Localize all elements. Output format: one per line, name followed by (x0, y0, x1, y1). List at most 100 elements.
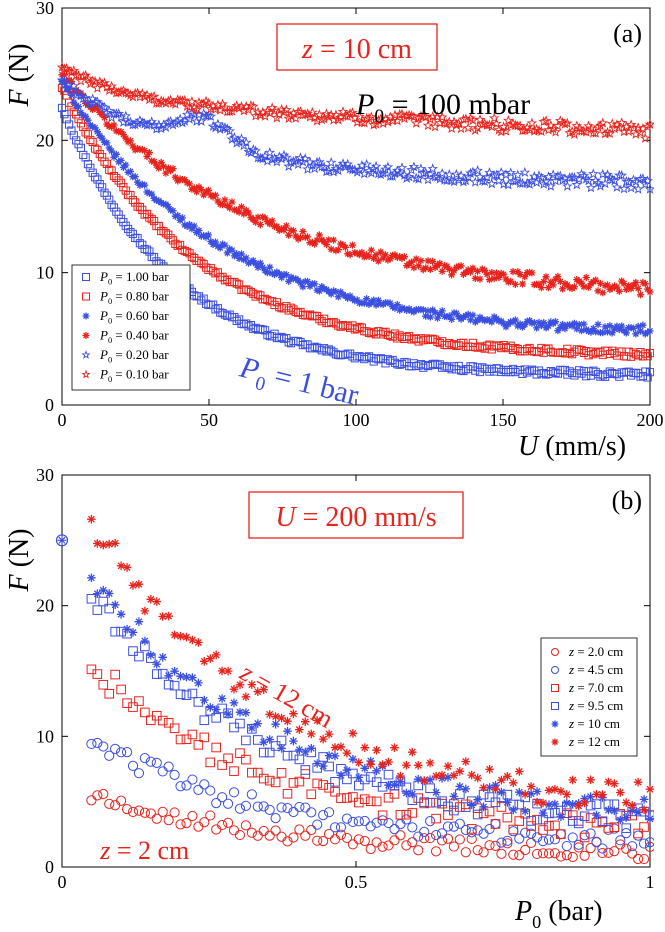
data-point (163, 814, 174, 826)
data-point (288, 806, 299, 818)
data-point (518, 347, 527, 356)
data-point (197, 185, 205, 194)
data-point (112, 127, 120, 135)
data-point (263, 269, 271, 277)
data-point (242, 319, 251, 328)
data-point (540, 319, 548, 327)
series-a-4 (56, 74, 654, 194)
data-point (199, 715, 210, 726)
data-point (324, 807, 335, 818)
data-point (296, 279, 305, 287)
data-point (491, 784, 500, 794)
data-point (615, 325, 623, 334)
data-point (543, 848, 555, 859)
legend-entry: z = 2.0 cm (568, 644, 623, 659)
data-point (93, 128, 101, 136)
data-point (141, 89, 153, 100)
data-point (151, 710, 162, 721)
data-point (110, 669, 120, 680)
data-point (621, 813, 631, 822)
data-point (107, 166, 116, 175)
data-point (300, 765, 311, 775)
data-point (396, 108, 408, 119)
data-point (472, 845, 483, 856)
data-point (641, 280, 649, 288)
data-point (147, 252, 156, 262)
data-point (229, 131, 240, 143)
data-point (413, 173, 424, 184)
data-point (348, 352, 357, 361)
data-point (317, 317, 326, 326)
data-point (256, 221, 264, 229)
data-point (637, 327, 645, 335)
data-point (390, 780, 399, 790)
data-point (264, 147, 276, 158)
data-point (390, 743, 399, 752)
data-point (312, 835, 323, 846)
data-point (526, 789, 536, 798)
data-point (64, 120, 74, 129)
data-point (140, 636, 150, 646)
data-point (143, 188, 151, 196)
data-point (324, 751, 334, 760)
data-point (255, 109, 266, 120)
data-point (109, 171, 119, 181)
legend-marker (82, 332, 90, 339)
data-point (90, 144, 100, 153)
data-point (276, 768, 287, 778)
data-point (171, 173, 179, 181)
data-point (120, 110, 131, 121)
data-point (492, 269, 501, 277)
data-point (372, 745, 381, 755)
data-point (354, 111, 365, 122)
data-point (128, 581, 138, 590)
data-point (544, 800, 554, 809)
data-point (606, 322, 614, 330)
data-point (235, 208, 243, 216)
data-point (170, 666, 179, 676)
data-point (569, 172, 580, 183)
series-a-2 (58, 77, 654, 338)
data-point (531, 832, 543, 843)
data-point (410, 264, 418, 272)
data-point (515, 767, 524, 776)
data-point (264, 775, 275, 786)
data-point (295, 152, 306, 163)
data-point (266, 220, 274, 228)
data-point (383, 769, 394, 780)
data-point (309, 163, 321, 174)
data-point (122, 161, 130, 169)
data-point (572, 369, 581, 378)
data-point (544, 821, 554, 831)
data-point (393, 253, 401, 261)
data-point (86, 163, 95, 172)
legend-marker (82, 292, 90, 301)
data-point (615, 839, 626, 850)
data-point (145, 247, 154, 256)
data-point (641, 367, 650, 376)
data-point (604, 128, 616, 139)
data-point (603, 328, 612, 336)
data-point (422, 264, 430, 272)
data-point (589, 324, 597, 333)
data-point (323, 111, 335, 122)
data-point (532, 797, 542, 807)
data-point (419, 306, 427, 314)
data-point (500, 319, 508, 328)
data-point (567, 350, 577, 359)
data-point (372, 251, 380, 259)
data-point (235, 718, 245, 729)
data-point (606, 285, 614, 293)
data-point (93, 175, 102, 184)
data-point (526, 837, 537, 849)
data-point (347, 839, 358, 850)
data-point (490, 797, 501, 808)
data-point (249, 257, 257, 265)
data-point (571, 179, 583, 190)
data-point (152, 222, 161, 231)
data-point (304, 111, 316, 122)
annotation-p1: P0 = 1 bar (234, 350, 362, 418)
data-point (110, 153, 118, 161)
data-point (365, 772, 376, 782)
data-point (395, 830, 406, 841)
